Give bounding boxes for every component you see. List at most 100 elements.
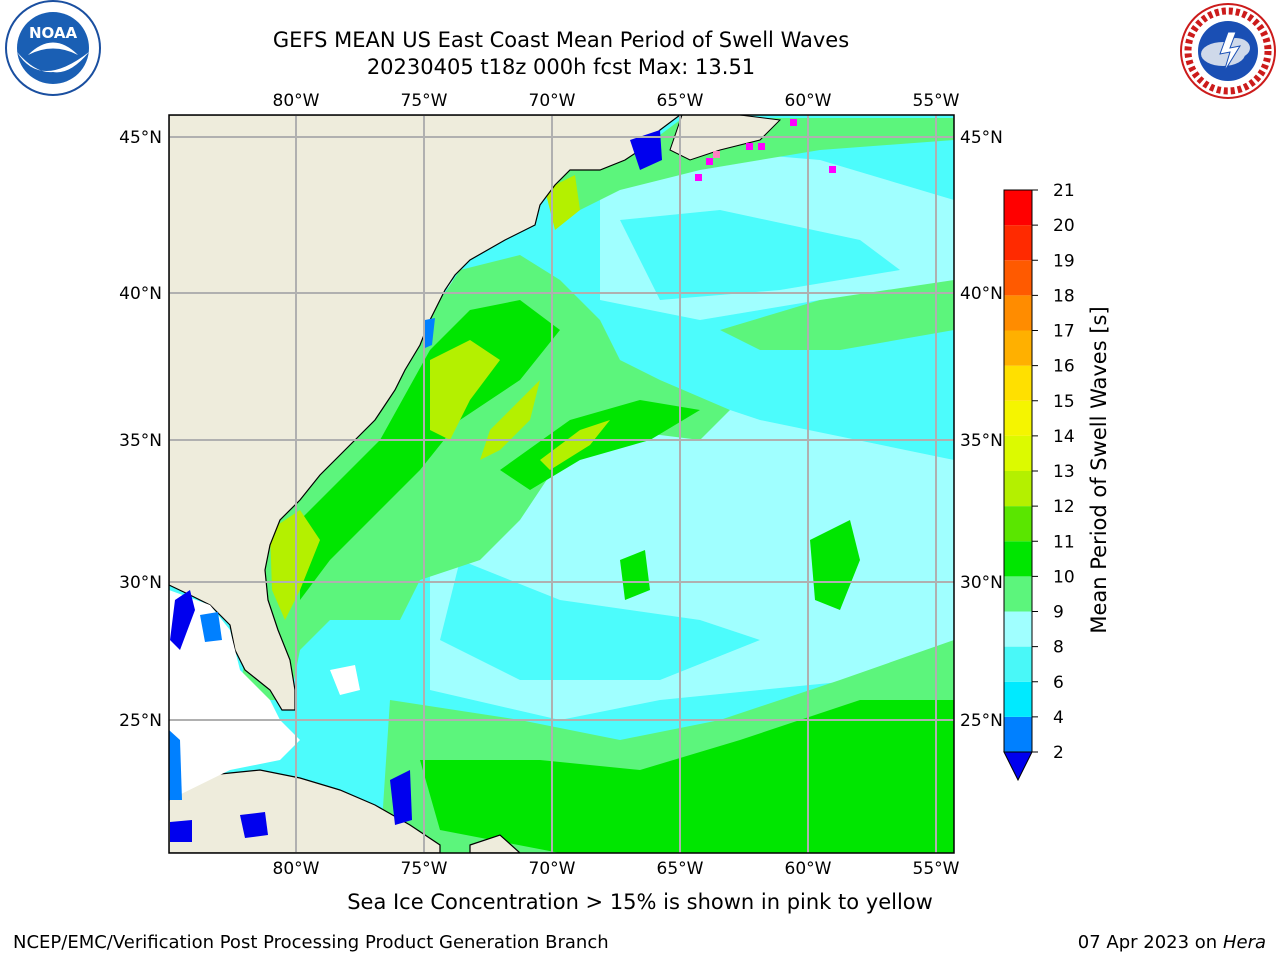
lat-tick-label: 25°N: [119, 711, 162, 731]
colorbar-segment: [1004, 435, 1032, 471]
colorbar-tick-label: 8: [1053, 638, 1064, 658]
swell-period-zone-6-8s: [620, 210, 900, 300]
map-frame: [168, 114, 955, 854]
footer-date: 07 Apr 2023 on Hera: [1078, 932, 1266, 953]
lon-labels-top: 80°W 75°W 70°W 65°W 60°W 55°W: [273, 91, 960, 111]
map-plot-area: [169, 115, 954, 853]
swell-period-zone-9-10s: [720, 280, 954, 350]
swell-period-zone-2-4s: [390, 770, 412, 825]
sea-ice-pixel: [706, 158, 713, 165]
colorbar-segment: [1004, 471, 1032, 507]
swell-period-zone-9-10s: [540, 118, 954, 220]
lat-labels-right: 45°N 40°N 35°N 30°N 25°N: [960, 128, 1003, 731]
lon-tick-label: 65°W: [657, 859, 704, 879]
swell-period-zone-10-11s: [420, 700, 954, 853]
lat-tick-label: 35°N: [119, 431, 162, 451]
sea-ice-pixel: [790, 119, 797, 126]
sea-ice-pixel: [746, 143, 753, 150]
lon-tick-label: 55°W: [913, 859, 960, 879]
colorbar-segment: [1004, 681, 1032, 717]
colorbar-segment: [1004, 225, 1032, 261]
lon-labels-bottom: 80°W 75°W 70°W 65°W 60°W 55°W: [273, 859, 960, 879]
colorbar-tick-label: 4: [1053, 708, 1064, 728]
lon-tick-label: 70°W: [529, 859, 576, 879]
land-bahamas-shoal: [330, 665, 360, 695]
lat-tick-label: 40°N: [119, 284, 162, 304]
lat-tick-label: 30°N: [119, 573, 162, 593]
chart-title: GEFS MEAN US East Coast Mean Period of S…: [272, 28, 850, 52]
chart-subtitle: 20230405 t18z 000h fcst Max: 13.51: [366, 55, 756, 79]
swell-period-zone-10-11s: [810, 520, 860, 610]
colorbar-tick-label: 17: [1053, 322, 1075, 342]
colorbar-label: Mean Period of Swell Waves [s]: [1087, 306, 1111, 633]
colorbar-segment: [1004, 295, 1032, 331]
footer-host: Hera: [1222, 932, 1266, 953]
lat-tick-label: 25°N: [960, 711, 1003, 731]
colorbar-tick-label: 2: [1053, 743, 1064, 763]
swell-period-zone-2-4s: [170, 820, 192, 842]
lat-tick-label: 40°N: [960, 284, 1003, 304]
colorbar-tick-label: 21: [1053, 181, 1075, 201]
swell-period-zone-4-6s: [425, 318, 435, 348]
sea-ice-pixel: [695, 174, 702, 181]
lon-tick-label: 65°W: [657, 91, 704, 111]
colorbar-tick-label: 10: [1053, 567, 1075, 587]
swell-period-zone-2-4s: [240, 812, 268, 838]
land-cuba: [169, 769, 441, 853]
lon-tick-label: 80°W: [273, 859, 320, 879]
sea-ice-pixel: [713, 151, 720, 158]
gulf-of-mexico-no-data: [169, 590, 300, 800]
swell-period-zone-12-13s: [545, 175, 580, 230]
colorbar-tick-label: 13: [1053, 462, 1075, 482]
lon-tick-label: 75°W: [401, 859, 448, 879]
footer-date-text: 07 Apr 2023 on: [1077, 932, 1223, 953]
lon-tick-label: 80°W: [273, 91, 320, 111]
lat-tick-label: 35°N: [960, 431, 1003, 451]
colorbar-tick-label: 6: [1053, 673, 1064, 693]
nws-logo: [1180, 3, 1276, 99]
lat-tick-label: 45°N: [960, 128, 1003, 148]
sea-ice-pixel: [758, 143, 765, 150]
colorbar-segment: [1004, 260, 1032, 296]
colorbar-segment: [1004, 330, 1032, 366]
colorbar-tick-label: 14: [1053, 427, 1075, 447]
lon-tick-label: 75°W: [401, 91, 448, 111]
colorbar-segment: [1004, 611, 1032, 647]
noaa-logo-text: NOAA: [29, 24, 78, 42]
colorbar-tick-label: 15: [1053, 392, 1075, 412]
colorbar-segment: [1004, 541, 1032, 577]
colorbar-segment: [1004, 576, 1032, 612]
lon-tick-label: 55°W: [913, 91, 960, 111]
colorbar-tick-label: 16: [1053, 357, 1075, 377]
swell-period-zone-4-6s: [169, 730, 182, 800]
colorbar-extend-arrow: [1003, 751, 1033, 782]
colorbar-segment: [1004, 190, 1032, 226]
lon-tick-label: 70°W: [529, 91, 576, 111]
swell-period-zone-12-13s: [430, 340, 500, 440]
swell-period-zone-12-13s: [540, 420, 610, 470]
colorbar-segment: [1004, 506, 1032, 542]
footer-credit: NCEP/EMC/Verification Post Processing Pr…: [13, 932, 609, 953]
lon-tick-label: 60°W: [785, 859, 832, 879]
colorbar-tick-label: 11: [1053, 532, 1075, 552]
colorbar-segment: [1004, 365, 1032, 401]
swell-period-zone-2-4s: [170, 590, 195, 650]
sea-ice-pixel: [829, 166, 836, 173]
map-gridlines: [169, 115, 954, 853]
sea-ice-note: Sea Ice Concentration > 15% is shown in …: [347, 890, 933, 914]
lon-tick-label: 60°W: [785, 91, 832, 111]
colorbar: 2 4 6 8 9 10 11 12 13 14 15 16 17 18 19 20 21: [1003, 181, 1075, 782]
colorbar-tick-label: 20: [1053, 216, 1075, 236]
noaa-logo: NOAA: [5, 0, 101, 96]
lat-labels-left: 45°N 40°N 35°N 30°N 25°N: [119, 128, 162, 731]
colorbar-tick-label: 19: [1053, 251, 1075, 271]
colorbar-tick-label: 18: [1053, 286, 1075, 306]
colorbar-segment: [1004, 400, 1032, 436]
swell-period-zone-10-11s: [300, 300, 560, 600]
colorbar-segment: [1004, 646, 1032, 682]
swell-period-zone-4-6s: [200, 612, 222, 642]
lat-tick-label: 45°N: [119, 128, 162, 148]
lat-tick-label: 30°N: [960, 573, 1003, 593]
land-hispaniola: [469, 834, 521, 853]
